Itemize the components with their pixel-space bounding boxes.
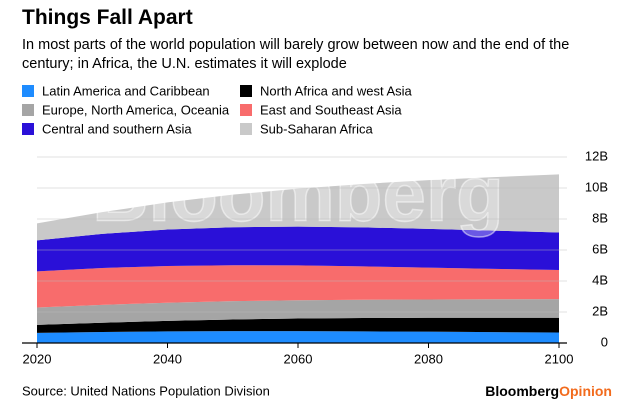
legend-label: Central and southern Asia (42, 121, 192, 136)
chart-title: Things Fall Apart (22, 6, 193, 29)
legend-label: Sub-Saharan Africa (260, 121, 374, 136)
branding: BloombergOpinion (485, 383, 612, 399)
legend-label: North Africa and west Asia (260, 83, 413, 98)
branding-suffix: Opinion (559, 383, 612, 399)
area (37, 226, 559, 272)
legend-swatch (240, 123, 252, 135)
area (37, 317, 559, 333)
y-tick-label: 2B (592, 303, 608, 318)
x-tick-label: 2040 (153, 351, 182, 366)
area (37, 174, 559, 241)
legend-swatch (22, 85, 34, 97)
legend-label: East and Southeast Asia (260, 102, 402, 117)
y-tick-label: 4B (592, 272, 608, 287)
chart-subtitle: In most parts of the world population wi… (22, 37, 570, 72)
legend-swatch (240, 85, 252, 97)
legend-swatch (22, 123, 34, 135)
y-tick-label: 12B (585, 148, 608, 163)
area (37, 299, 559, 325)
legend-swatch (240, 104, 252, 116)
y-tick-label: 8B (592, 210, 608, 225)
watermark: Bloomberg (92, 150, 504, 238)
y-tick-label: 6B (592, 241, 608, 256)
x-tick-label: 2020 (23, 351, 52, 366)
area (37, 331, 559, 343)
legend-swatch (22, 104, 34, 116)
area (37, 265, 559, 308)
source: Source: United Nations Population Divisi… (22, 383, 270, 398)
y-tick-label: 0 (601, 334, 608, 349)
x-tick-label: 2080 (414, 351, 443, 366)
legend-label: Europe, North America, Oceania (42, 102, 230, 117)
legend-label: Latin America and Caribbean (42, 83, 210, 98)
branding-name: Bloomberg (485, 383, 559, 399)
y-tick-label: 10B (585, 179, 608, 194)
x-tick-label: 2060 (284, 351, 313, 366)
x-tick-label: 2100 (545, 351, 574, 366)
